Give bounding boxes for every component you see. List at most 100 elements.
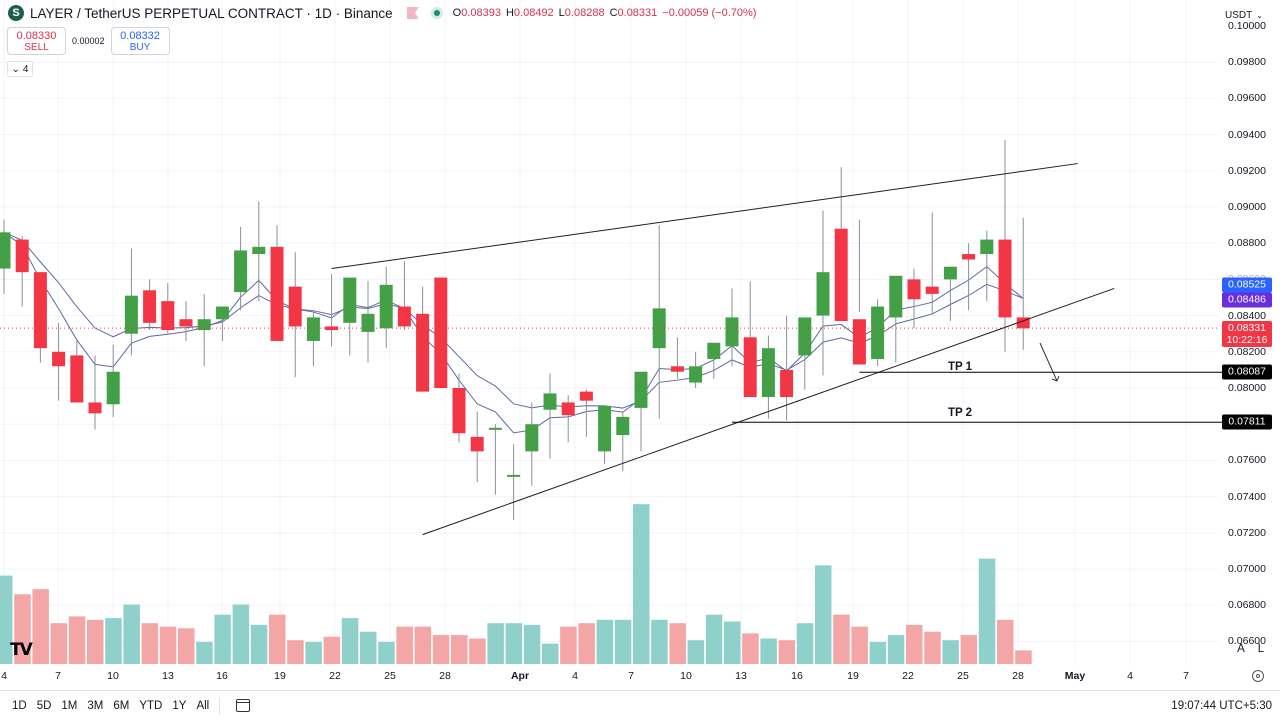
flag-icon[interactable] <box>406 7 419 19</box>
range-button-1y[interactable]: 1Y <box>172 699 187 712</box>
volume-bar <box>414 626 432 664</box>
volume-bar <box>542 643 559 664</box>
auto-scale-button[interactable]: A <box>1237 643 1245 655</box>
candle-down <box>270 246 284 341</box>
price-tick-label: 0.09600 <box>1228 92 1266 105</box>
candle-up <box>234 250 248 293</box>
time-tick-label: 16 <box>791 670 803 682</box>
volume-bar <box>851 626 868 664</box>
volume-bar <box>378 641 395 664</box>
volume-bar <box>869 641 887 664</box>
symbol-logo-icon: S <box>8 5 24 21</box>
buy-button[interactable]: 0.08332 BUY <box>110 27 170 55</box>
range-button-all[interactable]: All <box>196 699 210 712</box>
volume-bar <box>906 624 923 664</box>
tp2-label[interactable]: TP 2 <box>947 407 973 419</box>
tp1-label[interactable]: TP 1 <box>947 361 973 373</box>
volume-bar <box>214 614 231 664</box>
volume-bar <box>360 631 377 664</box>
ohlc-values: O0.08393 H0.08492 L0.08288 C0.08331 −0.0… <box>453 7 757 19</box>
price-tick-label: 0.09400 <box>1228 128 1266 141</box>
range-button-5d[interactable]: 5D <box>36 699 52 712</box>
volume-bar <box>596 619 614 664</box>
indicators-toggle-button[interactable]: ⌄ 4 <box>7 61 33 77</box>
close-value: 0.08331 <box>617 7 658 19</box>
volume-bar <box>815 565 832 664</box>
candle-up <box>816 272 830 316</box>
settings-gear-icon[interactable] <box>1252 670 1264 682</box>
low-value: 0.08288 <box>564 7 605 19</box>
time-tick-label: 28 <box>1012 670 1024 682</box>
divider <box>219 696 221 715</box>
price-tick-label: 0.10000 <box>1228 20 1266 32</box>
calendar-goto-icon[interactable] <box>236 699 251 712</box>
volume-bar <box>287 640 304 664</box>
candle-down <box>397 306 411 327</box>
candle-down <box>52 351 66 367</box>
candle-up <box>616 416 630 436</box>
time-tick-label: 22 <box>329 670 341 682</box>
candle-down <box>434 277 448 388</box>
log-scale-button[interactable]: L <box>1257 643 1265 655</box>
clock-timezone[interactable]: 19:07:44 UTC+5:30 <box>1171 699 1272 712</box>
candle-up <box>507 474 521 477</box>
candle-up <box>488 427 502 430</box>
price-tick-label: 0.06600 <box>1228 635 1266 648</box>
candle-down <box>288 286 302 327</box>
range-button-1m[interactable]: 1M <box>61 699 78 712</box>
volume-bar <box>250 624 268 664</box>
volume-bar <box>742 633 759 664</box>
volume-bar <box>432 635 450 664</box>
range-button-3m[interactable]: 3M <box>87 699 104 712</box>
candle-up <box>525 424 539 452</box>
volume-bar <box>87 619 104 664</box>
volume-bar <box>105 618 122 664</box>
time-tick-label: 10 <box>107 670 119 682</box>
time-tick-label: May <box>1064 670 1086 682</box>
volume-bar <box>232 604 250 664</box>
symbol-title[interactable]: LAYER / TetherUS PERPETUAL CONTRACT · 1D… <box>30 5 393 21</box>
price-chart-canvas[interactable] <box>0 0 1280 690</box>
volume-bar <box>778 640 796 664</box>
sell-button[interactable]: 0.08330 SELL <box>7 27 66 55</box>
range-button-6m[interactable]: 6M <box>113 699 130 712</box>
buy-price: 0.08332 <box>120 30 160 42</box>
volume-bar <box>178 628 195 664</box>
candle-up <box>689 366 703 383</box>
candle-down <box>416 313 430 392</box>
volume-bar <box>705 614 723 664</box>
range-button-ytd[interactable]: YTD <box>139 699 163 712</box>
volume-bar <box>32 589 49 664</box>
candle-down <box>852 319 866 365</box>
volume-bar <box>578 623 595 664</box>
range-button-1d[interactable]: 1D <box>12 699 27 712</box>
volume-bar <box>633 504 650 664</box>
volume-bar <box>123 604 140 664</box>
down-arrow-icon <box>1039 342 1058 382</box>
arrow-head-icon <box>1051 375 1060 382</box>
candle-up <box>871 306 885 360</box>
currency-select[interactable]: USDT ⌄ <box>1224 5 1264 25</box>
volume-bar <box>341 618 359 664</box>
candle-up <box>707 342 721 360</box>
time-tick-label: 19 <box>847 670 859 682</box>
currency-label: USDT <box>1225 9 1253 21</box>
date-range-buttons: 1D 5D 1M 3M 6M YTD 1Y All <box>0 700 209 712</box>
price-tick-label: 0.07000 <box>1228 563 1266 575</box>
time-tick-label: 10 <box>680 670 692 682</box>
tp2-price-tag: 0.07811 <box>1222 414 1272 430</box>
candle-up <box>725 317 739 347</box>
candle-up <box>798 317 812 356</box>
low-label: L <box>558 7 565 19</box>
volume-bar <box>614 619 632 664</box>
candle-down <box>780 369 794 398</box>
candle-up <box>106 371 120 405</box>
tradingview-logo-icon[interactable]: TV <box>10 640 33 660</box>
chart-header: S LAYER / TetherUS PERPETUAL CONTRACT · … <box>8 5 756 21</box>
time-tick-label: 28 <box>439 670 451 682</box>
price-tick-label: 0.09800 <box>1228 56 1266 69</box>
candle-up <box>215 306 229 320</box>
volume-bar <box>159 626 177 664</box>
volume-bar <box>687 640 705 664</box>
candle-down <box>470 436 484 452</box>
